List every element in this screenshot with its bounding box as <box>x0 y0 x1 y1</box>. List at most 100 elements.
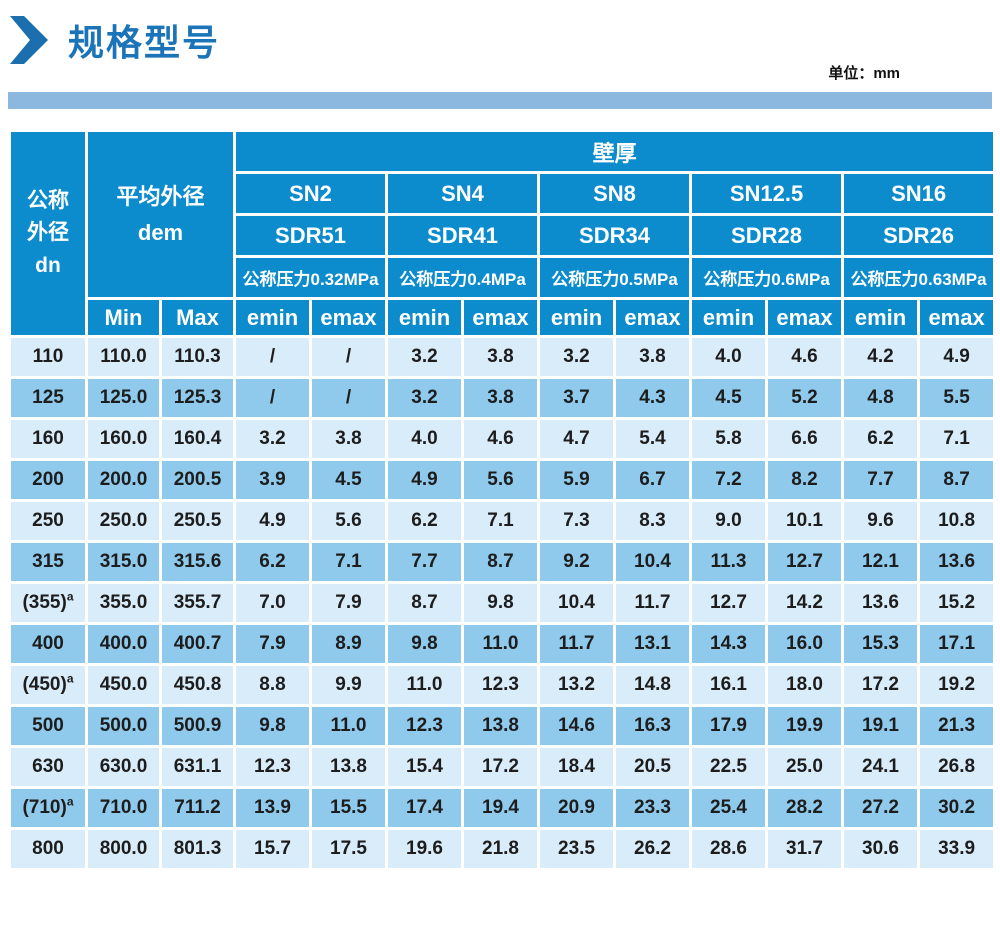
cell-value: 31.7 <box>765 827 845 871</box>
cell-value: 4.2 <box>841 335 921 379</box>
table-row: (450)a 450.0 450.8 8.8 9.9 11.0 12.3 13.2 14.8 16… <box>8 663 997 707</box>
col-header-emax: emax <box>613 297 693 338</box>
cell-value: 4.0 <box>385 417 465 461</box>
col-header-sdr26: SDR26 <box>841 213 997 258</box>
col-header-emax: emax <box>765 297 845 338</box>
cell-dn-value: 800 <box>32 838 64 859</box>
cell-value: 9.8 <box>461 581 541 625</box>
col-header-emax: emax <box>917 297 997 338</box>
cell-value: 15.4 <box>385 745 465 789</box>
cell-dn-value: 200 <box>32 469 64 490</box>
col-header-dn: 公称 外径 dn <box>8 129 88 338</box>
cell-dn: 630 <box>8 745 88 789</box>
col-header-sn16: SN16 <box>841 171 997 216</box>
cell-value: 19.1 <box>841 704 921 748</box>
cell-value: 5.5 <box>917 376 997 420</box>
cell-value: 8.9 <box>309 622 389 666</box>
col-header-emin: emin <box>689 297 769 338</box>
cell-value: 19.9 <box>765 704 845 748</box>
col-header-dem-line1: 平均外径 <box>116 184 205 210</box>
cell-value: / <box>233 376 313 420</box>
col-header-emax: emax <box>309 297 389 338</box>
col-header-dn-line2: 外径 <box>27 221 69 245</box>
cell-value: 11.7 <box>613 581 693 625</box>
cell-value: 13.1 <box>613 622 693 666</box>
cell-dn-superscript: a <box>66 671 74 686</box>
cell-min: 450.0 <box>85 663 162 707</box>
cell-dn: (450)a <box>8 663 88 707</box>
cell-value: 7.1 <box>461 499 541 543</box>
cell-min: 800.0 <box>85 827 162 871</box>
cell-value: 17.2 <box>461 745 541 789</box>
cell-value: 12.7 <box>765 540 845 584</box>
cell-value: 17.9 <box>689 704 769 748</box>
cell-value: 17.4 <box>385 786 465 830</box>
cell-value: / <box>309 376 389 420</box>
col-header-emax: emax <box>461 297 541 338</box>
cell-dn-value: 250 <box>32 510 64 531</box>
cell-value: 6.7 <box>613 458 693 502</box>
cell-min: 630.0 <box>85 745 162 789</box>
cell-value: 3.2 <box>385 335 465 379</box>
cell-value: 15.7 <box>233 827 313 871</box>
cell-value: 8.7 <box>461 540 541 584</box>
cell-value: 8.2 <box>765 458 845 502</box>
spec-table: 公称 外径 dn 平均外径 dem 壁厚 SN2 SN4 SN8 SN12.5 … <box>8 129 997 871</box>
cell-value: 15.3 <box>841 622 921 666</box>
cell-max: 400.7 <box>158 622 237 666</box>
cell-value: 4.7 <box>537 417 617 461</box>
cell-value: 11.0 <box>385 663 465 707</box>
cell-value: 25.0 <box>765 745 845 789</box>
cell-value: 3.8 <box>613 335 693 379</box>
col-header-dem: 平均外径 dem <box>84 129 237 300</box>
cell-value: 16.1 <box>689 663 769 707</box>
col-header-dn-line1: 公称 <box>27 188 69 212</box>
cell-value: 6.2 <box>841 417 921 461</box>
cell-dn: 500 <box>8 704 88 748</box>
header-row-sn: SN2 SN4 SN8 SN12.5 SN16 <box>10 171 997 216</box>
cell-max: 500.9 <box>158 704 237 748</box>
cell-value: 5.9 <box>537 458 617 502</box>
table-row: 200 200.0 200.5 3.9 4.5 4.9 5.6 5.9 6.7 7.2 8.2 7.7… <box>8 458 997 502</box>
cell-value: 11.7 <box>537 622 617 666</box>
table-row: 125 125.0 125.3//3.2 3.8 3.7 4.3 4.5 5.2 4.8 5.5 <box>8 376 997 420</box>
table-row: 800 800.0 801.3 15.7 17.5 19.6 21.8 23.5 26.2 28.… <box>8 827 997 871</box>
chevron-right-icon <box>10 16 48 64</box>
cell-min: 710.0 <box>85 786 162 830</box>
cell-value: 11.0 <box>461 622 541 666</box>
cell-dn-value: 400 <box>32 633 64 654</box>
col-header-emin: emin <box>841 297 921 338</box>
cell-max: 801.3 <box>158 827 237 871</box>
table-row: 110 110.0 110.3//3.2 3.8 3.2 3.8 4.0 4.6 4.2 4.9 <box>8 335 997 379</box>
cell-value: 7.9 <box>309 581 389 625</box>
cell-value: 11.0 <box>309 704 389 748</box>
cell-value: 9.8 <box>233 704 313 748</box>
col-header-sn2: SN2 <box>233 171 389 216</box>
cell-dn: 160 <box>8 417 88 461</box>
cell-value: 9.6 <box>841 499 921 543</box>
cell-value: 3.9 <box>233 458 313 502</box>
cell-value: 7.7 <box>841 458 921 502</box>
cell-value: 30.6 <box>841 827 921 871</box>
col-header-dn-line3: dn <box>35 253 61 277</box>
table-row: 160 160.0 160.4 3.2 3.8 4.0 4.6 4.7 5.4 5.8 6.6 6.2… <box>8 417 997 461</box>
col-header-pressure-1: 公称压力0.32MPa <box>233 255 389 300</box>
cell-dn: 250 <box>8 499 88 543</box>
cell-min: 250.0 <box>85 499 162 543</box>
cell-value: 22.5 <box>689 745 769 789</box>
cell-value: 10.4 <box>537 581 617 625</box>
cell-dn-value: 125 <box>32 387 64 408</box>
divider-bar <box>8 92 992 109</box>
col-header-sdr51: SDR51 <box>233 213 389 258</box>
page-header: 规格型号 <box>0 0 1000 64</box>
cell-value: 19.4 <box>461 786 541 830</box>
cell-value: 26.2 <box>613 827 693 871</box>
cell-value: 8.3 <box>613 499 693 543</box>
cell-dn-value: 630 <box>32 756 64 777</box>
col-header-sn4: SN4 <box>385 171 541 216</box>
cell-value: 23.3 <box>613 786 693 830</box>
cell-value: 13.8 <box>461 704 541 748</box>
cell-value: 7.3 <box>537 499 617 543</box>
cell-value: 4.5 <box>309 458 389 502</box>
cell-dn-value: (355) <box>22 592 67 613</box>
